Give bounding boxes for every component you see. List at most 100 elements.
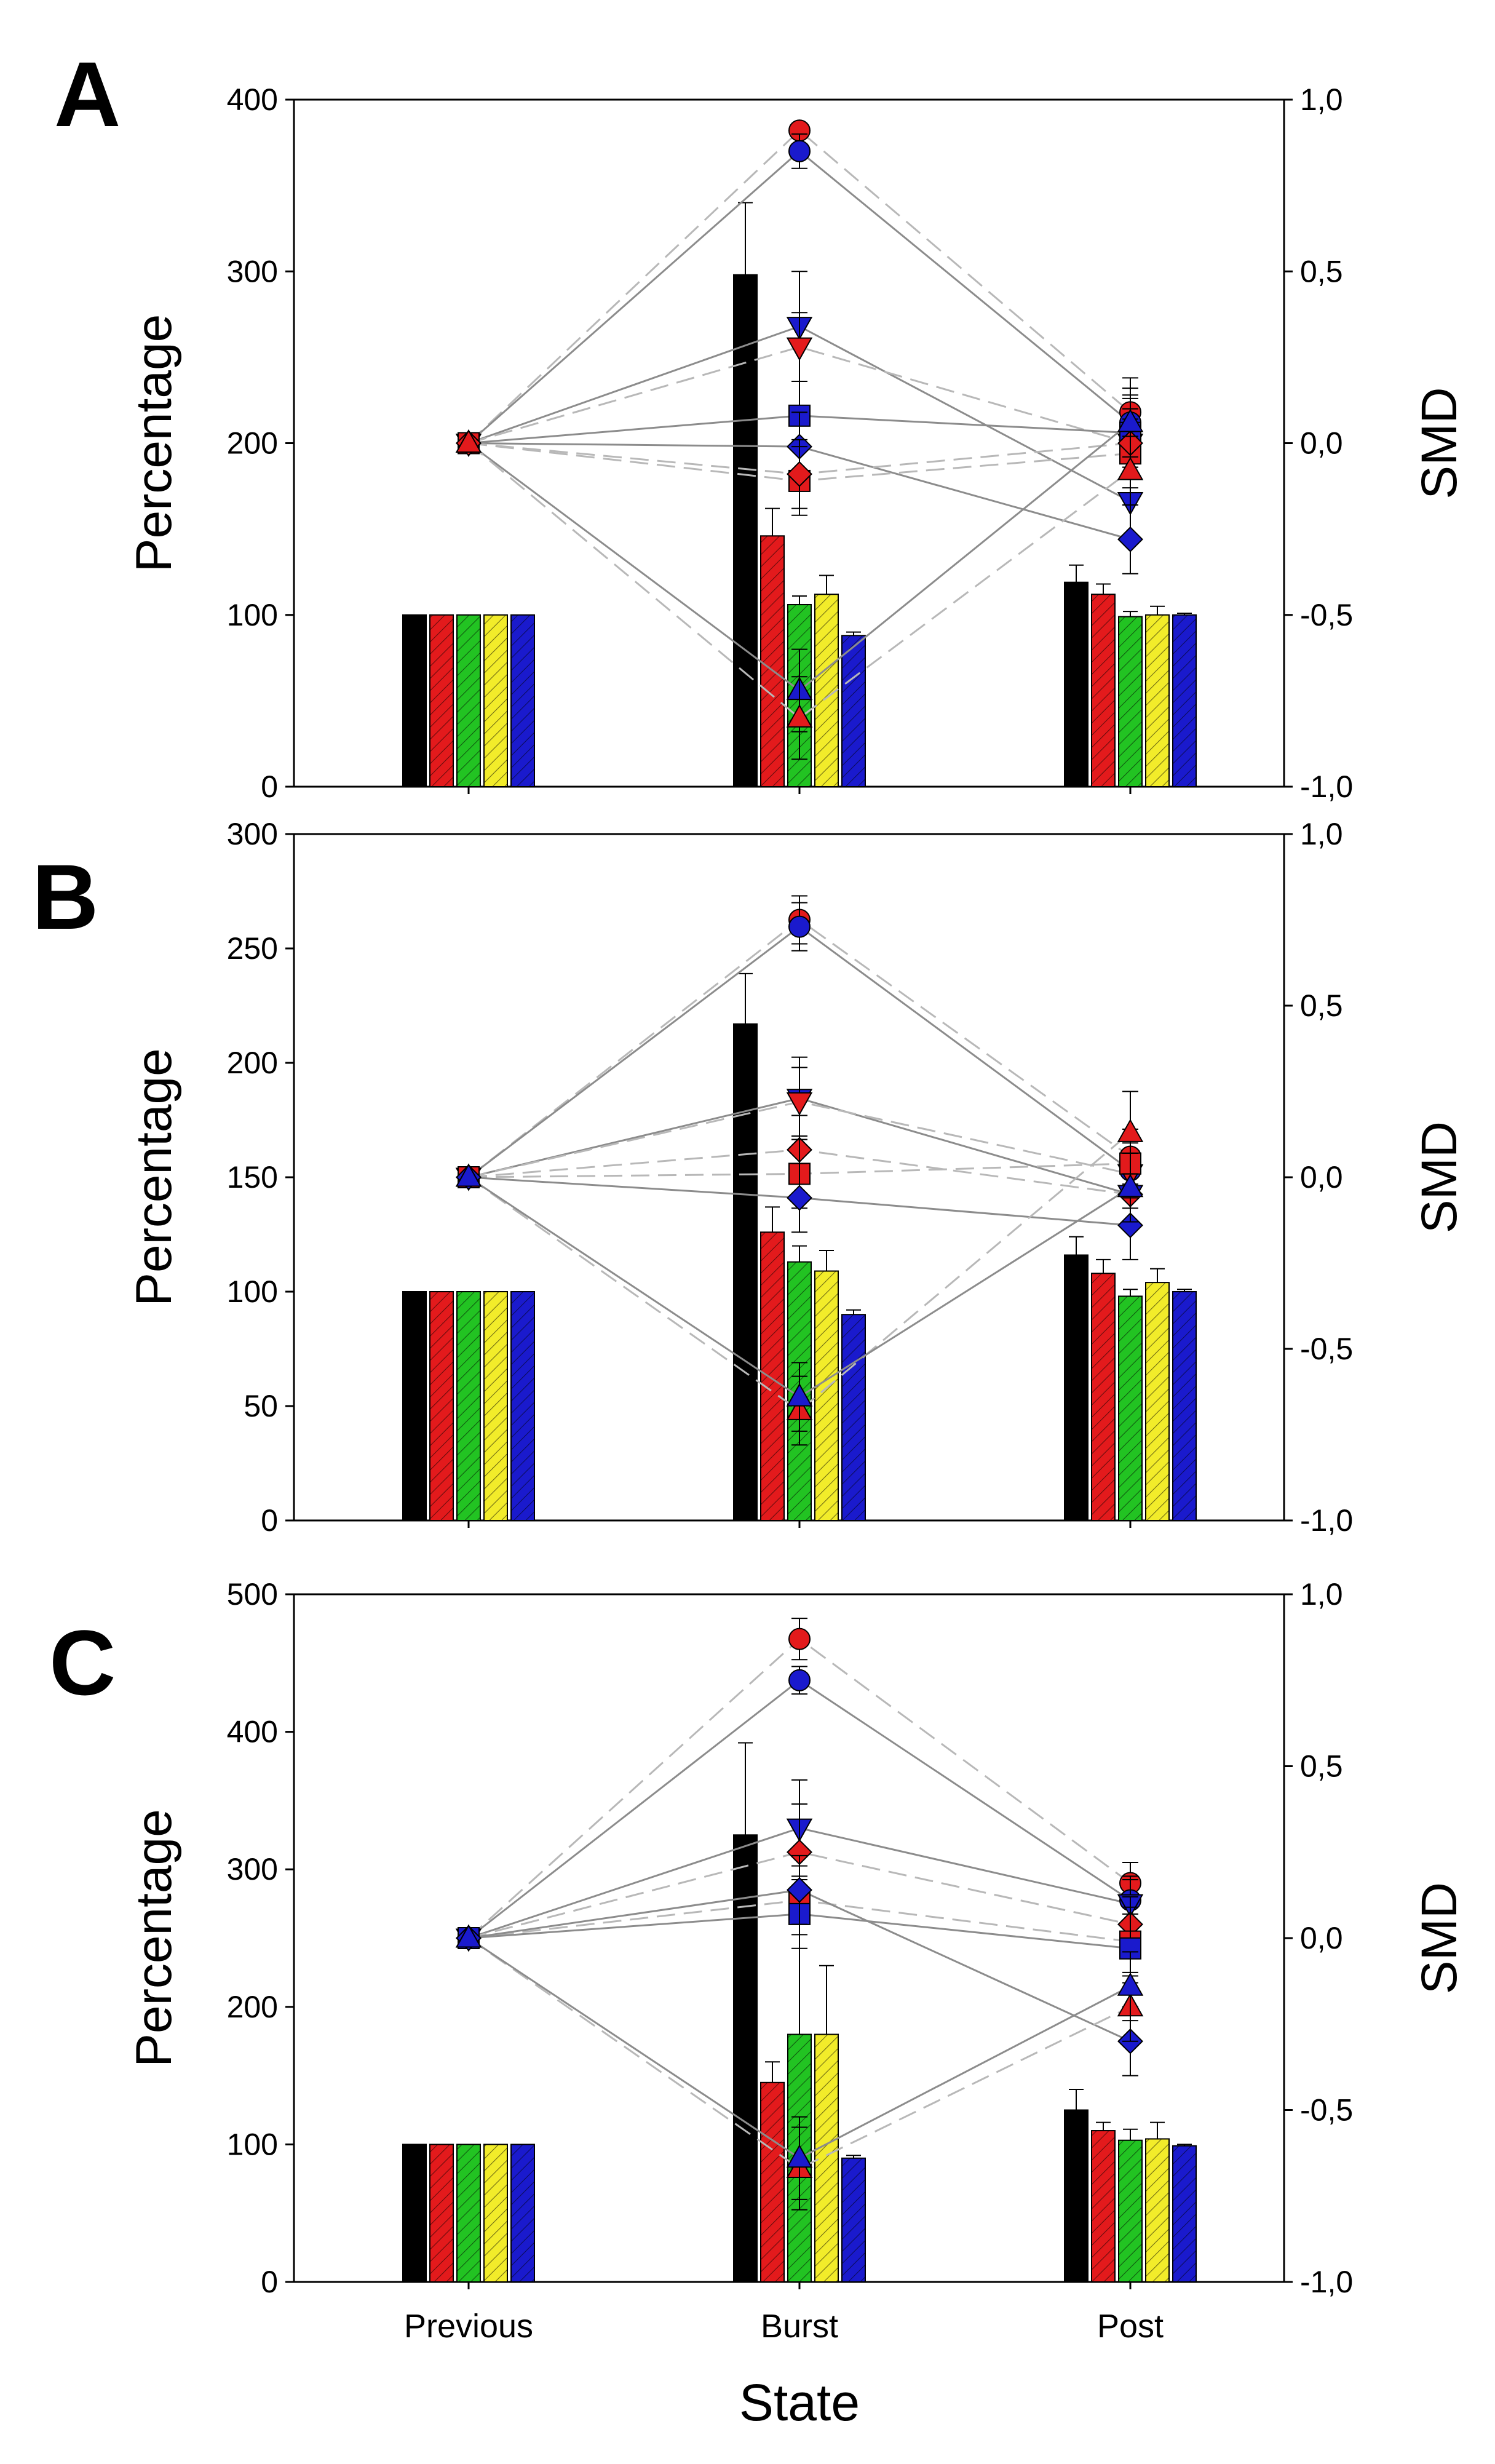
bar-hatch: [484, 1292, 507, 1520]
bar-hatch: [1119, 1296, 1142, 1520]
bar-hatch: [1173, 614, 1196, 787]
category-label: Previous: [404, 2308, 533, 2345]
smd-marker-triangle-up: [1117, 456, 1144, 480]
smd-marker-triangle-up: [1117, 1972, 1144, 1996]
smd-marker-circle: [788, 140, 811, 162]
bar: [402, 614, 427, 787]
left-axis-title: Percentage: [126, 1809, 182, 2067]
smd-marker-diamond: [1117, 526, 1143, 552]
left-tick-label: 200: [227, 1990, 278, 2024]
smd-marker-triangle-up: [455, 1163, 482, 1187]
smd-marker-triangle-down: [786, 1092, 813, 1116]
bar-hatch: [1173, 2145, 1196, 2282]
right-tick-label: 0,5: [1300, 254, 1343, 288]
bar-hatch: [511, 1292, 534, 1520]
smd-marker-diamond: [787, 461, 812, 487]
bar: [402, 1291, 427, 1521]
smd-marker-triangle-up: [786, 1383, 813, 1407]
right-tick-label: 1,0: [1300, 1577, 1343, 1612]
right-tick-label: 1,0: [1300, 817, 1343, 851]
bar-hatch: [457, 614, 480, 787]
bar: [733, 274, 758, 787]
bar-hatch: [457, 1292, 480, 1520]
left-tick-label: 500: [227, 1577, 278, 1612]
right-tick-label: 0,5: [1300, 1749, 1343, 1784]
bar-hatch: [1119, 2140, 1142, 2282]
panel-b: B 0 50 100 150 200 250 300 -1,0 -0,5 0,0 0,5 1,0 Perc…: [32, 817, 1467, 1538]
smd-marker-triangle-up: [455, 429, 482, 453]
bar: [1064, 2109, 1089, 2283]
smd-line: [468, 346, 1131, 444]
bar: [733, 1023, 758, 1521]
left-tick-label: 50: [244, 1389, 278, 1423]
smd-marker-diamond: [787, 1185, 812, 1211]
panel-label: C: [49, 1611, 116, 1714]
left-tick-label: 200: [227, 426, 278, 461]
right-tick-label: 0,0: [1300, 1921, 1343, 1955]
bar-hatch: [1173, 1292, 1196, 1520]
bar: [733, 1834, 758, 2283]
smd-marker-circle: [788, 1669, 811, 1691]
smd-marker-triangle-up: [455, 1924, 482, 1948]
bar-hatch: [815, 594, 838, 787]
bar-hatch: [761, 2082, 784, 2282]
bar-hatch: [1146, 1282, 1169, 1520]
left-tick-label: 300: [227, 254, 278, 288]
bar-hatch: [457, 2144, 480, 2282]
bar-hatch: [484, 614, 507, 787]
bar-hatch: [1092, 594, 1115, 787]
panel-label: A: [54, 42, 121, 146]
bar-hatch: [430, 614, 453, 787]
bar-hatch: [430, 1292, 453, 1520]
right-tick-label: -0,5: [1300, 598, 1353, 632]
left-tick-label: 300: [227, 1852, 278, 1886]
left-tick-label: 300: [227, 817, 278, 851]
bar-hatch: [511, 2144, 534, 2282]
bar-hatch: [761, 536, 784, 787]
bar-hatch: [815, 2034, 838, 2282]
right-tick-label: -1,0: [1300, 769, 1353, 804]
bar-hatch: [1092, 2131, 1115, 2282]
left-tick-label: 150: [227, 1160, 278, 1194]
smd-marker-triangle-up: [786, 704, 813, 728]
smd-marker-diamond: [787, 1877, 812, 1903]
right-axis-title: SMD: [1411, 1882, 1467, 1994]
bar-hatch: [761, 1232, 784, 1520]
smd-marker-triangle-up: [1117, 408, 1144, 432]
right-tick-label: -0,5: [1300, 2093, 1353, 2128]
smd-marker-circle: [788, 915, 811, 938]
smd-marker-triangle-down: [786, 337, 813, 361]
smd-line: [468, 442, 1131, 720]
bar: [402, 2144, 427, 2283]
smd-line: [468, 1132, 1131, 1412]
smd-line: [467, 129, 1131, 444]
right-tick-label: -0,5: [1300, 1332, 1353, 1366]
category-label: Post: [1097, 2308, 1164, 2345]
left-tick-label: 0: [261, 2265, 278, 2299]
left-tick-label: 0: [261, 769, 278, 804]
right-tick-label: 1,0: [1300, 82, 1343, 117]
bar-hatch: [842, 2158, 865, 2282]
bar-hatch: [1146, 2139, 1169, 2282]
left-tick-label: 400: [227, 1715, 278, 1749]
left-tick-label: 100: [227, 598, 278, 632]
right-tick-label: 0,5: [1300, 988, 1343, 1023]
left-tick-label: 100: [227, 2127, 278, 2161]
left-axis-title: Percentage: [126, 314, 182, 572]
bar-hatch: [1146, 614, 1169, 787]
category-label: Burst: [761, 2308, 838, 2345]
bar-hatch: [484, 2144, 507, 2282]
bar-hatch: [430, 2144, 453, 2282]
left-axis-title: Percentage: [126, 1048, 182, 1306]
smd-marker-triangle-up: [1117, 1119, 1144, 1142]
right-tick-label: 0,0: [1300, 426, 1343, 461]
bar: [1064, 1254, 1089, 1521]
bar-hatch: [1119, 616, 1142, 787]
bar-hatch: [511, 614, 534, 787]
bar-hatch: [1092, 1273, 1115, 1520]
smd-marker-triangle-up: [786, 2144, 813, 2168]
right-tick-label: -1,0: [1300, 1503, 1353, 1538]
right-axis-title: SMD: [1411, 1121, 1467, 1233]
smd-marker-circle: [788, 1627, 811, 1650]
